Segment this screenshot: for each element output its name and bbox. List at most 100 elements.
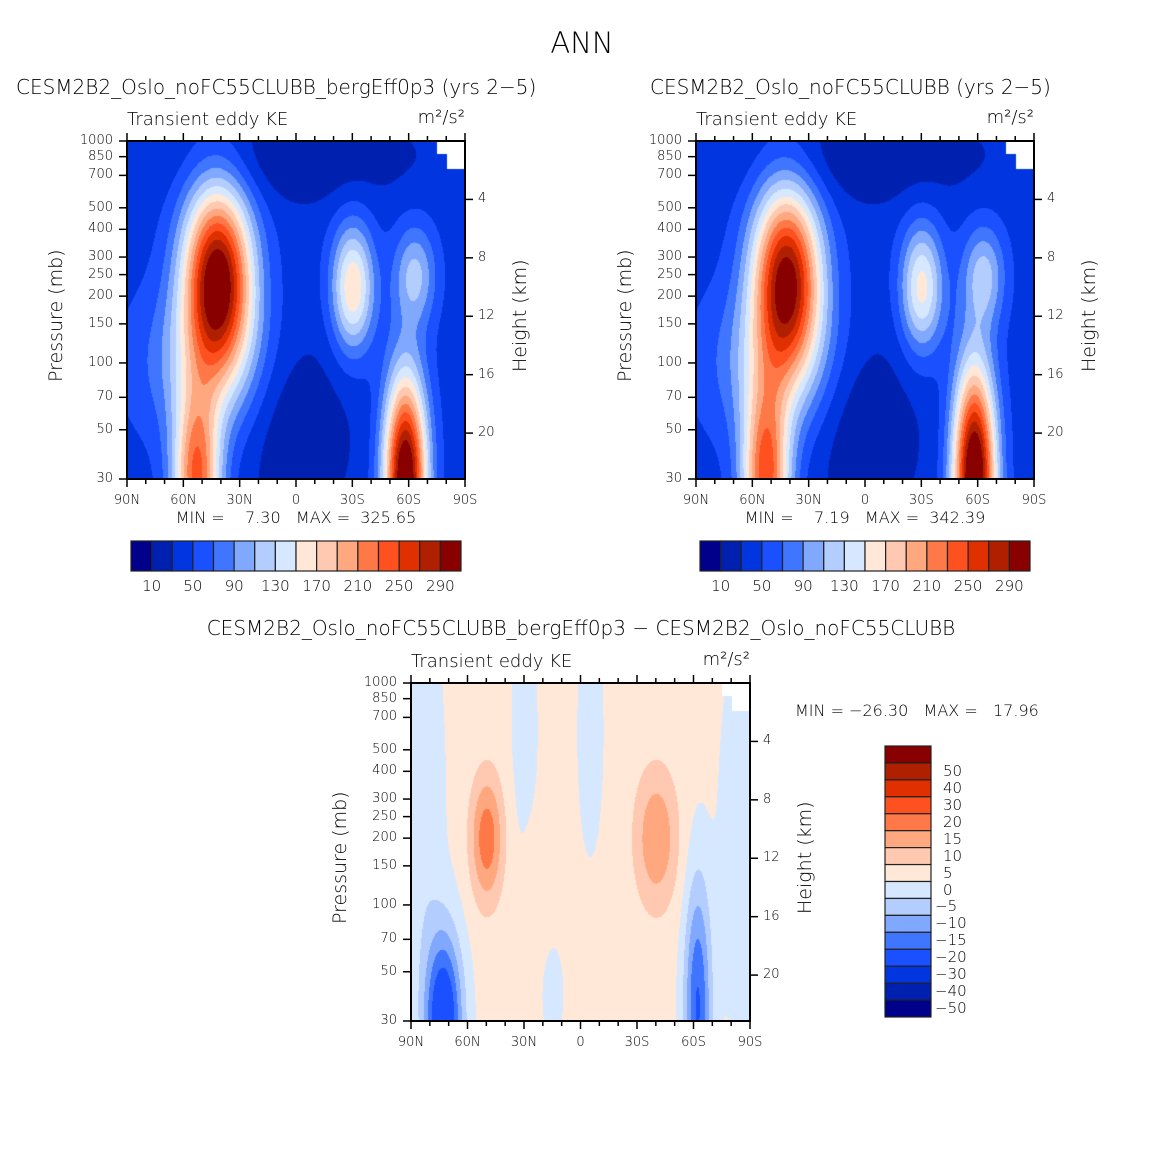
colorbar-box [884, 847, 932, 866]
y-tick-label: 400 [657, 221, 682, 237]
x-tick-label: 90S [737, 1035, 763, 1050]
y2-tick-label: 16 [1047, 366, 1064, 382]
y2-tick-label: 12 [763, 850, 780, 866]
y-tick-label: 400 [372, 763, 397, 779]
x-tick-label: 30N [510, 1035, 538, 1050]
y-tick-label: 300 [372, 791, 397, 807]
colorbar-label: 130 [830, 577, 859, 595]
x-tick-label: 0 [860, 493, 870, 508]
y-tick-label: 30 [96, 471, 113, 486]
y2-tick-label: 12 [1047, 308, 1064, 324]
colorbar-label: 250 [953, 577, 983, 595]
y2-tick-label: 4 [763, 733, 772, 749]
y-tick-label: 100 [88, 354, 113, 370]
colorbar-box [439, 540, 462, 572]
y-tick-label: 150 [657, 315, 682, 331]
colorbar-box [884, 830, 932, 849]
colorbar-label: 10 [943, 846, 963, 865]
min-max-text: MIN = −26.30 MAX = 17.96 [795, 701, 1039, 720]
x-tick-label: 60N [170, 493, 197, 508]
colorbar-label: 90 [793, 577, 813, 595]
y-tick-label: 70 [96, 389, 113, 405]
x-tick-label: 30S [339, 493, 365, 508]
y-tick-label: 850 [372, 690, 397, 706]
y-tick-label: 700 [88, 167, 113, 183]
colorbar-label: −20 [935, 948, 967, 967]
x-tick-label: 90N [397, 1035, 425, 1050]
x-tick-label: 60N [454, 1035, 481, 1050]
plot-frame [410, 682, 751, 1022]
colorbar-label: 40 [943, 778, 963, 797]
y2-tick-label: 20 [478, 425, 495, 441]
colorbar-box [884, 813, 932, 832]
colorbar-box [884, 762, 932, 781]
y2-tick-label: 20 [763, 967, 780, 983]
y-tick-label: 250 [88, 266, 113, 282]
y-tick-label: 1000 [363, 675, 397, 690]
y2-tick-label: 4 [1047, 191, 1056, 207]
figure-title: ANN [550, 26, 614, 60]
colorbar-label: 50 [752, 577, 772, 595]
y-tick-label: 50 [380, 963, 397, 979]
variable-label: Transient eddy KE [127, 109, 289, 130]
y2-tick-label: 16 [763, 908, 780, 924]
y-tick-label: 500 [372, 741, 397, 757]
units-label: m²/s² [417, 107, 465, 128]
x-tick-label: 30N [795, 493, 822, 508]
y-tick-label: 250 [657, 266, 682, 282]
y-tick-label: 30 [380, 1013, 397, 1028]
y-tick-label: 850 [657, 148, 682, 164]
y2-tick-label: 4 [478, 191, 487, 207]
y-tick-label: 300 [657, 249, 682, 265]
colorbar-label: −50 [935, 999, 967, 1018]
y-tick-label: 50 [665, 421, 682, 437]
x-tick-label: 60S [396, 493, 422, 508]
y-tick-label: 200 [88, 288, 113, 304]
y-tick-label: 700 [657, 167, 682, 183]
y2-tick-label: 12 [478, 308, 495, 324]
y-tick-label: 70 [665, 389, 682, 405]
colorbar-box [884, 880, 932, 900]
y2-axis-label: Height (km) [794, 801, 816, 914]
colorbar-label: 250 [384, 577, 414, 595]
colorbar-label: 170 [871, 577, 900, 595]
y2-tick-label: 8 [1047, 249, 1056, 265]
variable-label: Transient eddy KE [696, 109, 858, 130]
colorbar-label: 50 [943, 761, 963, 780]
x-tick-label: 30N [226, 493, 253, 508]
y-tick-label: 100 [657, 354, 682, 370]
colorbar-box [884, 999, 932, 1018]
colorbar-label: 50 [183, 577, 203, 595]
y2-tick-label: 20 [1047, 425, 1064, 441]
y-tick-label: 500 [657, 199, 682, 215]
colorbar-label: 5 [943, 863, 953, 882]
y-tick-label: 100 [372, 896, 397, 912]
colorbar-box [884, 779, 932, 798]
colorbar-box [884, 863, 932, 883]
colorbar-box [1008, 540, 1031, 572]
units-label: m²/s² [986, 107, 1034, 128]
colorbar-box [884, 897, 932, 916]
min-max-text: MIN = 7.19 MAX = 342.39 [744, 508, 986, 527]
colorbar-label: 30 [943, 795, 963, 814]
y-tick-label: 30 [665, 471, 682, 486]
x-tick-label: 60S [965, 493, 991, 508]
y-tick-label: 70 [380, 931, 397, 947]
x-tick-label: 0 [576, 1035, 585, 1050]
colorbar-box [884, 931, 932, 950]
x-tick-label: 30S [624, 1035, 650, 1050]
x-tick-label: 90N [682, 493, 710, 508]
y-tick-label: 400 [88, 221, 113, 237]
colorbar-label: −30 [935, 965, 967, 984]
colorbar-label: 170 [302, 577, 331, 595]
colorbar-label: 290 [426, 577, 455, 595]
colorbar-label: 210 [912, 577, 942, 595]
x-tick-label: 90N [113, 493, 141, 508]
y-tick-label: 50 [96, 421, 113, 437]
contour-field [696, 141, 1034, 479]
colorbar-label: 10 [142, 577, 162, 595]
